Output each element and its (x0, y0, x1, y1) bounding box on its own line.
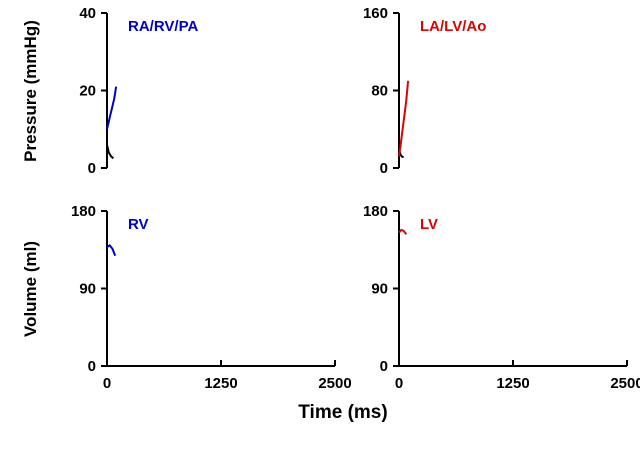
y-axis-label-volume: Volume (ml) (21, 240, 40, 338)
bottom-left-y-tick-label: 180 (71, 203, 96, 220)
top-right-y-tick-label: 80 (371, 83, 388, 100)
y-axis-label-pressure: Pressure (mmHg) (21, 20, 40, 162)
x-axis-label: Time (ms) (298, 402, 388, 423)
bottom-right-y-tick-label: 0 (380, 358, 388, 375)
bottom-right-x-tick-label: 0 (395, 375, 403, 392)
bottom-right-y-tick-label: 90 (371, 281, 388, 298)
top-left-series-line-1 (106, 86, 118, 130)
bottom-right-x-tick-label: 2500 (610, 375, 640, 392)
bottom-right-y-tick-label: 180 (363, 203, 388, 220)
bottom-left-annotation: RV (128, 216, 149, 233)
top-left-y-tick-label: 40 (79, 5, 96, 22)
top-right-annotation: LA/LV/Ao (420, 18, 486, 35)
top-right-series-line-1 (398, 80, 410, 157)
bottom-left-y-tick-label: 90 (79, 281, 96, 298)
top-left-series-line-0 (106, 144, 115, 160)
bottom-right-series-line-0 (398, 228, 408, 235)
bottom-left-series-line-0 (106, 244, 117, 257)
top-left-annotation: RA/RV/PA (128, 18, 198, 35)
bottom-left-x-tick-label: 0 (103, 375, 111, 392)
top-right-y-tick-label: 0 (380, 160, 388, 177)
top-right-y-tick-label: 160 (363, 5, 388, 22)
bottom-left-y-tick-label: 0 (88, 358, 96, 375)
top-left-y-tick-label: 20 (79, 83, 96, 100)
bottom-right-annotation: LV (420, 216, 438, 233)
bottom-left-x-tick-label: 1250 (204, 375, 237, 392)
bottom-left-x-tick-label: 2500 (318, 375, 351, 392)
bottom-right-x-tick-label: 1250 (496, 375, 529, 392)
top-left-y-tick-label: 0 (88, 160, 96, 177)
